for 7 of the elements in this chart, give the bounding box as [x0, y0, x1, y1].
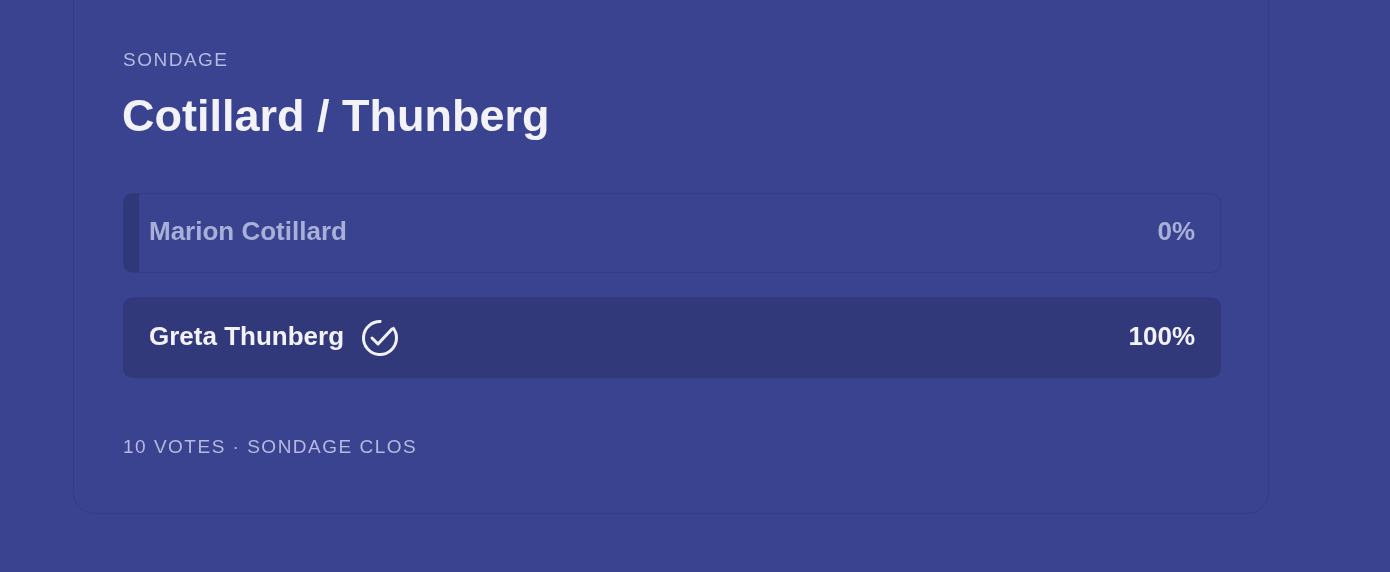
data-label: 100% [1128, 320, 1195, 351]
text: 10 VOTES · SONDAGE CLOS [123, 436, 418, 458]
y-tick-label: Greta Thunberg [149, 320, 345, 351]
chart-title: Cotillard / Thunberg [122, 90, 550, 142]
chart-subtitle: SONDAGE [123, 49, 229, 71]
y-tick-label: Marion Cotillard [149, 215, 347, 246]
data-label: 0% [1157, 215, 1195, 246]
